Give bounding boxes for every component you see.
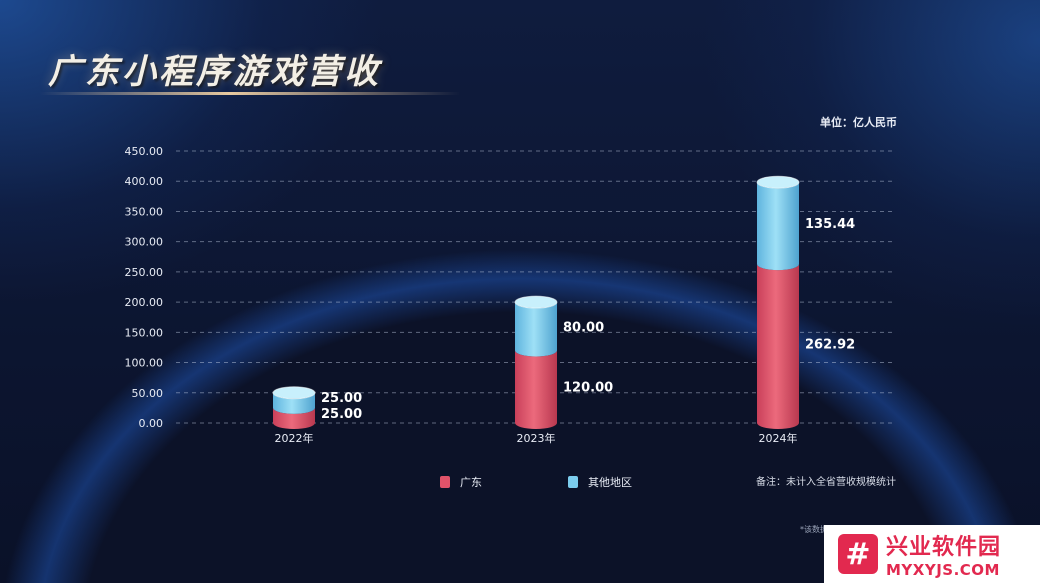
bar-guangdong-1-body bbox=[515, 350, 557, 429]
y-tick-label: 100.00 bbox=[125, 357, 164, 370]
data-label-guangdong: 25.00 bbox=[321, 407, 362, 422]
watermark-logo: # bbox=[838, 534, 878, 574]
data-label-guangdong: 120.00 bbox=[563, 381, 613, 396]
bar-other-regions-1 bbox=[514, 295, 558, 357]
y-tick-label: 350.00 bbox=[125, 205, 164, 218]
data-label-other-regions: 135.44 bbox=[805, 217, 855, 232]
bar-other-regions-2-body bbox=[757, 182, 799, 271]
bar-guangdong-0 bbox=[273, 407, 315, 429]
watermark-cn: 兴业软件园 bbox=[886, 535, 1002, 560]
bar-guangdong-0-body bbox=[273, 407, 315, 429]
x-tick-label: 2023年 bbox=[517, 431, 556, 445]
unit-label: 单位：亿人民币 bbox=[820, 116, 897, 129]
y-tick-label: 450.00 bbox=[125, 145, 164, 158]
footnote: 备注：未计入全省营收规模统计 bbox=[756, 477, 896, 488]
bar-other-regions-1-cap bbox=[514, 295, 558, 309]
data-label-guangdong: 262.92 bbox=[805, 338, 855, 353]
legend-item-guangdong: 广东 bbox=[440, 474, 482, 490]
bar-other-regions-2-cap bbox=[756, 175, 800, 189]
legend-item-other-regions: 其他地区 bbox=[568, 474, 632, 490]
bar-other-regions-1-body bbox=[515, 302, 557, 357]
chart-legend: 广东 其他地区 bbox=[440, 474, 632, 490]
data-label-other-regions: 25.00 bbox=[321, 391, 362, 406]
watermark-banner: # 兴业软件园 MYXYJS.COM bbox=[824, 525, 1040, 583]
x-tick-label: 2024年 bbox=[759, 431, 798, 445]
page-title: 广东小程序游戏营收 bbox=[48, 52, 381, 92]
x-tick-label: 2022年 bbox=[275, 431, 314, 445]
y-tick-label: 50.00 bbox=[132, 387, 164, 400]
source-note: *该数据 bbox=[800, 525, 828, 534]
watermark-en: MYXYJS.COM bbox=[886, 561, 1000, 579]
bar-guangdong-2 bbox=[757, 264, 799, 429]
legend-swatch-other-regions bbox=[568, 476, 578, 488]
bar-other-regions-0-cap bbox=[272, 386, 316, 400]
y-tick-label: 200.00 bbox=[125, 296, 164, 309]
data-label-other-regions: 80.00 bbox=[563, 320, 604, 335]
y-tick-label: 300.00 bbox=[125, 236, 164, 249]
legend-label-other-regions: 其他地区 bbox=[588, 476, 632, 489]
legend-label-guangdong: 广东 bbox=[460, 476, 482, 489]
bar-other-regions-0 bbox=[272, 386, 316, 414]
y-tick-label: 150.00 bbox=[125, 326, 164, 339]
legend-swatch-guangdong bbox=[440, 476, 450, 488]
bar-guangdong-1 bbox=[515, 350, 557, 429]
title-underline-glow bbox=[40, 92, 460, 95]
y-tick-label: 400.00 bbox=[125, 175, 164, 188]
bar-other-regions-2 bbox=[756, 175, 800, 271]
bar-guangdong-2-body bbox=[757, 264, 799, 429]
y-tick-label: 0.00 bbox=[139, 417, 164, 430]
y-tick-label: 250.00 bbox=[125, 266, 164, 279]
watermark-text: 兴业软件园 MYXYJS.COM bbox=[886, 529, 1001, 579]
